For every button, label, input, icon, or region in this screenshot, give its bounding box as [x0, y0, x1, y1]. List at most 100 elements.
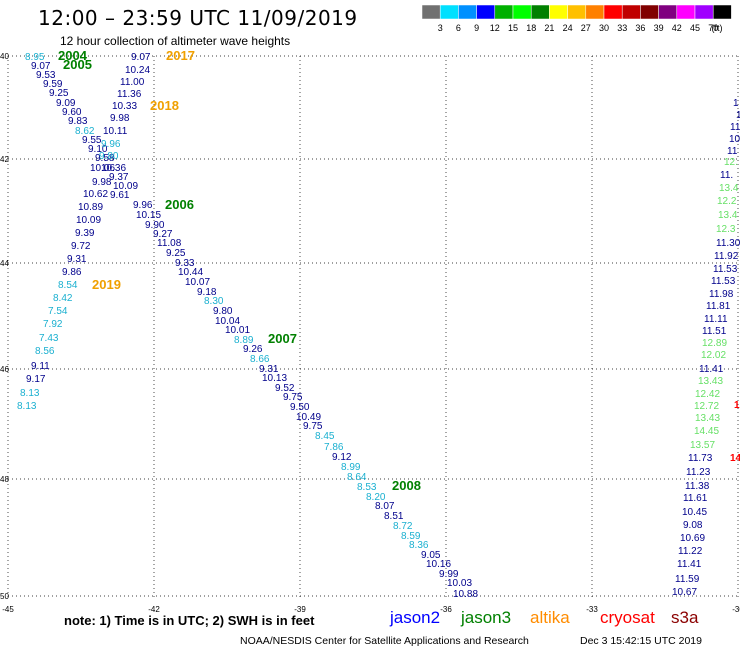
wave-height-value: 9.75: [303, 421, 323, 432]
wave-height-value: 11.23: [686, 467, 711, 478]
latitude-label: 44: [0, 259, 9, 268]
colorbar-label: 15: [508, 23, 518, 33]
wave-height-value: 9.31: [67, 254, 87, 265]
map-grid: [7, 55, 740, 600]
latitude-label: 48: [0, 475, 9, 484]
colorbar-label: 21: [544, 23, 554, 33]
wave-height-value: 8.54: [58, 280, 78, 291]
wave-height-value: 9.11: [31, 361, 50, 372]
wave-height-value: 10.13: [262, 373, 287, 384]
wave-height-value: 10.67: [672, 587, 697, 598]
colorbar-label: 39: [654, 23, 664, 33]
color-scale-legend: 3 6 9 12 15 18 21 24 27 30 33 36 39 42 45 70(ft): [421, 4, 732, 33]
wave-height-value: 11.22: [678, 546, 703, 557]
longitude-label: -39: [294, 605, 306, 614]
wave-height-value: 9.98: [92, 177, 112, 188]
colorbar-label: 3: [438, 23, 443, 33]
wave-height-value: 9.99: [439, 569, 459, 580]
colorbar-label: 6: [456, 23, 461, 33]
wave-height-value: 12.: [724, 157, 738, 168]
wave-height-value: 13.57: [690, 440, 715, 451]
wave-height-value: 11.73: [688, 453, 713, 464]
longitude-label: -36: [440, 605, 452, 614]
page-subtitle: 12 hour collection of altimeter wave hei…: [60, 34, 291, 48]
wave-height-value: 8.07: [375, 501, 395, 512]
year-label: 2017: [166, 48, 195, 63]
wave-height-value: 8.51: [384, 511, 404, 522]
year-label: 2006: [165, 197, 194, 212]
wave-height-value: 8.66: [250, 354, 270, 365]
wave-height-value: 9.83: [68, 116, 88, 127]
wave-height-value: 8.95: [25, 52, 45, 63]
wave-height-value: 8.13: [20, 388, 40, 399]
altimeter-tracks: 8.959.079.539.599.259.099.609.838.629.55…: [17, 52, 740, 600]
wave-height-value: 9.08: [683, 520, 703, 531]
wave-height-value: 10.44: [178, 267, 203, 278]
wave-height-value: 9.33: [175, 258, 195, 269]
wave-height-value: 10.07: [185, 277, 210, 288]
wave-height-value: 8.42: [53, 293, 73, 304]
wave-height-value: 9.59: [43, 79, 63, 90]
wave-height-value: 9.26: [243, 344, 263, 355]
wave-height-value: 12.2: [717, 196, 737, 207]
colorbar-label: 12: [490, 23, 500, 33]
wave-height-value: 8.72: [393, 521, 413, 532]
wave-height-value: 12.42: [695, 389, 720, 400]
units-note: note: 1) Time is in UTC; 2) SWH is in fe…: [64, 613, 315, 628]
latitude-label: 40: [0, 52, 9, 61]
wave-height-value: 9.50: [290, 402, 310, 413]
wave-height-value: 10.06: [90, 163, 115, 174]
wave-height-value: 11.08: [157, 238, 182, 249]
wave-height-value: 9.90: [145, 220, 165, 231]
colorbar-label: 18: [526, 23, 536, 33]
wave-height-value: 8.45: [315, 431, 335, 442]
wave-height-value: 12.72: [694, 401, 719, 412]
satellite-legend-item: altika: [530, 608, 570, 627]
wave-height-value: 1: [733, 98, 739, 109]
longitude-label: -42: [148, 605, 160, 614]
wave-height-value: 1: [734, 400, 740, 411]
latitude-label: 42: [0, 155, 9, 164]
longitude-label: -33: [586, 605, 598, 614]
wave-height-value: 12.3: [716, 224, 736, 235]
satellite-legend-item: jason3: [461, 608, 512, 627]
wave-height-value: 9.37: [109, 172, 129, 183]
year-label: 2018: [150, 98, 179, 113]
wave-height-value: 9.07: [31, 61, 51, 72]
wave-height-value: 9.80: [99, 151, 119, 162]
wave-height-value: 10.62: [83, 189, 108, 200]
wave-height-value: 11.53: [711, 276, 736, 287]
wave-height-value: 11.41: [677, 559, 702, 570]
wave-height-value: 9.18: [197, 287, 217, 298]
wave-height-value: 10.11: [103, 126, 128, 137]
wave-height-value: 9.96: [133, 200, 153, 211]
wave-height-value: 10.01: [225, 325, 250, 336]
wave-height-value: 9.17: [26, 374, 46, 385]
wave-height-value: 8.20: [366, 492, 386, 503]
wave-height-value: 8.56: [35, 346, 55, 357]
colorbar-unit: (ft): [712, 23, 723, 33]
wave-height-value: 11.41: [699, 364, 724, 375]
wave-height-value: 8.13: [17, 401, 37, 412]
longitude-label: -30: [732, 605, 740, 614]
wave-height-value: 9.86: [62, 267, 82, 278]
wave-height-value: 9.98: [110, 113, 130, 124]
wave-height-value: 10.33: [112, 101, 137, 112]
wave-height-value: 9.80: [213, 306, 233, 317]
wave-height-value: 9.61: [110, 190, 130, 201]
wave-height-value: 9.39: [75, 228, 95, 239]
wave-height-value: 10.88: [453, 589, 478, 600]
colorbar-label: 24: [563, 23, 573, 33]
wave-height-value: 9.12: [332, 452, 352, 463]
wave-height-value: 10.16: [426, 559, 451, 570]
wave-height-value: 11: [727, 146, 738, 157]
colorbar-label: 9: [474, 23, 479, 33]
credit-text: NOAA/NESDIS Center for Satellite Applica…: [240, 635, 529, 647]
wave-height-value: 10.89: [78, 202, 103, 213]
wave-height-value: 11.38: [685, 481, 710, 492]
page-title: 12:00 – 23:59 UTC 11/09/2019: [38, 6, 358, 30]
wave-height-value: 11.00: [120, 77, 145, 88]
wave-height-value: 10.09: [76, 215, 101, 226]
wave-height-value: 9.05: [421, 550, 441, 561]
